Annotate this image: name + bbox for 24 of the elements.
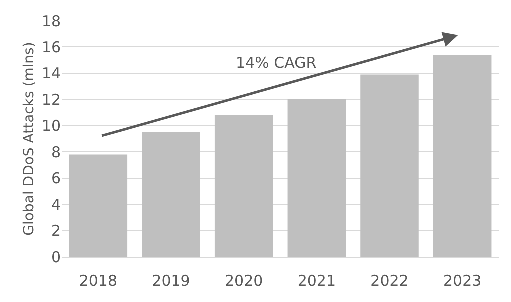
y-axis-title: Global DDoS Attacks (mlns): [22, 42, 38, 236]
bar: [360, 74, 419, 257]
y-tick-label: 18: [42, 12, 61, 30]
y-tick-label: 14: [42, 64, 61, 83]
x-tick-label: 2023: [443, 272, 482, 290]
bar: [433, 55, 492, 257]
x-tick-label: 2020: [224, 272, 264, 290]
annotation: 14% CAGR: [236, 54, 317, 72]
y-tick-label: 8: [51, 143, 61, 162]
x-tick-label: 2022: [370, 272, 409, 290]
y-tick-label: 0: [51, 248, 61, 266]
x-tick-label: 2021: [298, 272, 336, 290]
bar: [69, 154, 128, 257]
x-tick-label: 2019: [152, 272, 190, 290]
y-tick-label: 16: [42, 38, 61, 56]
y-tick-label: 4: [51, 196, 61, 214]
x-tick-label: 2018: [79, 272, 118, 290]
y-tick-label: 6: [51, 170, 61, 188]
bar: [142, 132, 200, 257]
bar: [214, 115, 274, 257]
bar: [288, 99, 346, 257]
y-tick-label: 12: [42, 90, 61, 109]
y-tick-label: 10: [42, 117, 61, 136]
y-tick-label: 2: [51, 222, 61, 240]
